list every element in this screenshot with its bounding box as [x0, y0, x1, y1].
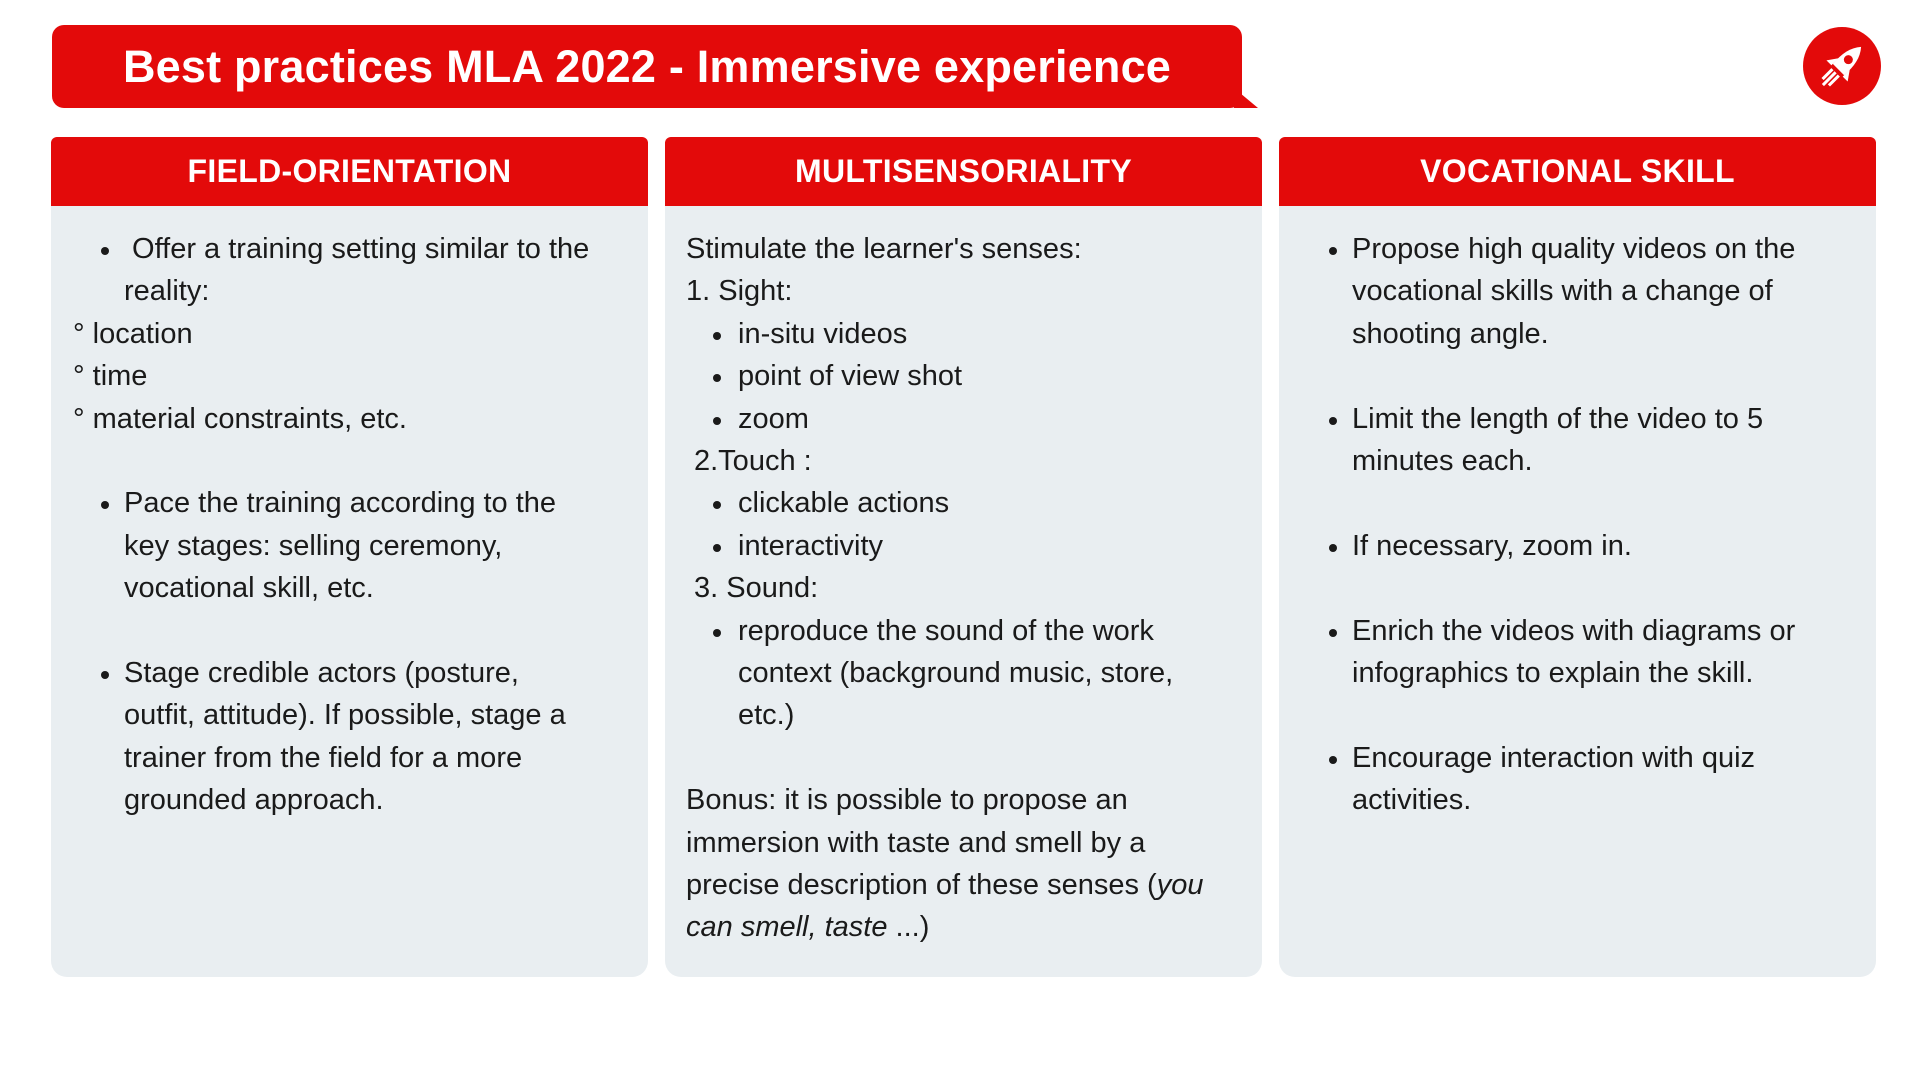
list-item: point of view shot — [665, 355, 1262, 397]
list-item: zoom — [665, 398, 1262, 440]
list-subitem: ° location — [73, 317, 193, 350]
sense-heading: 1. Sight: — [686, 275, 793, 308]
bullet-icon — [1329, 755, 1337, 764]
column-content: Offer a training setting similar to the … — [51, 228, 648, 822]
column-body — [51, 177, 648, 977]
column-body — [665, 177, 1262, 977]
list-item: If necessary, zoom in. — [1279, 525, 1876, 567]
column-heading: FIELD-ORIENTATION — [51, 137, 648, 206]
rocket-icon — [1803, 27, 1881, 105]
bullet-icon — [1329, 628, 1337, 637]
field-orientation-column: FIELD-ORIENTATION Offer a training setti… — [51, 137, 648, 977]
list-item: Stage credible actors (posture, outfit, … — [51, 652, 648, 822]
sense-heading: 2.Touch : — [694, 445, 812, 478]
column-heading: MULTISENSORIALITY — [665, 137, 1262, 206]
vocational-skill-column: VOCATIONAL SKILL Propose high quality vi… — [1279, 137, 1876, 977]
bullet-icon — [713, 416, 721, 425]
bullet-icon — [713, 628, 721, 637]
bullet-icon — [713, 374, 721, 383]
bullet-icon — [101, 671, 109, 680]
list-item: Offer a training setting similar to the … — [51, 228, 648, 313]
column-content: Stimulate the learner's senses: 1. Sight… — [665, 228, 1262, 949]
list-item: clickable actions — [665, 482, 1262, 524]
column-heading: VOCATIONAL SKILL — [1279, 137, 1876, 206]
title-banner: Best practices MLA 2022 - Immersive expe… — [52, 25, 1258, 108]
list-item: Pace the training according to the key s… — [51, 482, 648, 609]
multisensoriality-column: MULTISENSORIALITY Stimulate the learner'… — [665, 137, 1262, 977]
bullet-icon — [101, 247, 109, 255]
column-content: Propose high quality videos on the vocat… — [1279, 228, 1876, 822]
intro-text: Stimulate the learner's senses: — [686, 233, 1082, 265]
list-item: reproduce the sound of the work context … — [665, 610, 1262, 737]
bullet-icon — [713, 501, 721, 510]
list-item: Propose high quality videos on the vocat… — [1279, 228, 1876, 355]
list-subitem: ° time — [73, 360, 148, 393]
bullet-icon — [1329, 543, 1337, 552]
list-item: Encourage interaction with quiz activiti… — [1279, 737, 1876, 822]
bullet-icon — [713, 543, 721, 552]
page-title: Best practices MLA 2022 - Immersive expe… — [122, 40, 1172, 92]
list-item: Enrich the videos with diagrams or infog… — [1279, 610, 1876, 695]
bullet-icon — [1329, 247, 1337, 255]
list-item: in-situ videos — [665, 313, 1262, 355]
bullet-icon — [713, 331, 721, 340]
list-item: interactivity — [665, 525, 1262, 567]
column-body — [1279, 177, 1876, 977]
sense-heading: 3. Sound: — [694, 572, 819, 605]
bullet-icon — [1329, 416, 1337, 425]
bonus-paragraph: Bonus: it is possible to propose an imme… — [686, 784, 1204, 944]
list-subitem: ° material constraints, etc. — [73, 402, 407, 435]
bullet-icon — [101, 501, 109, 510]
list-item: Limit the length of the video to 5 minut… — [1279, 398, 1876, 483]
